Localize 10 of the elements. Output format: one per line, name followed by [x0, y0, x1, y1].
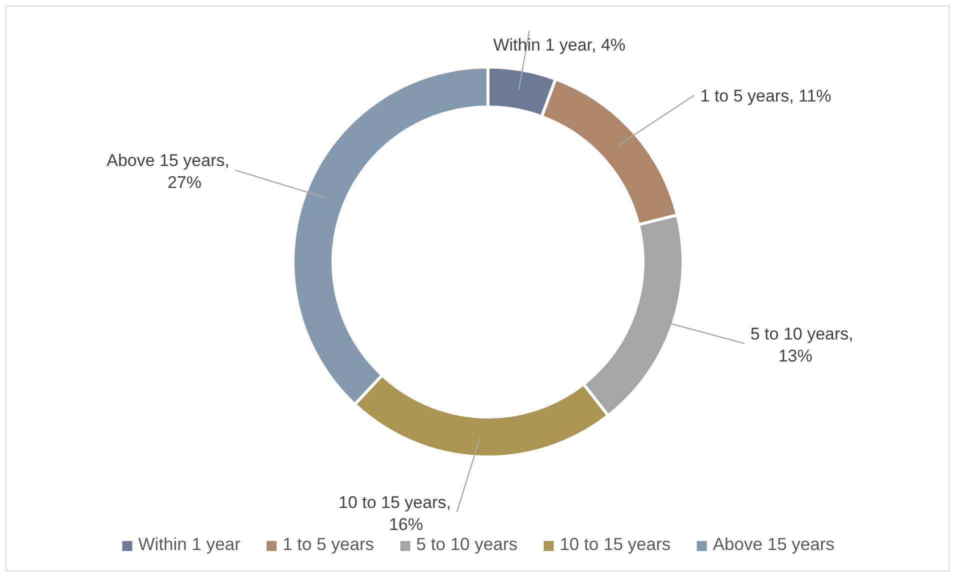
- data-label: 1 to 5 years, 11%: [700, 86, 832, 106]
- data-label: Within 1 year, 4%: [493, 36, 626, 55]
- legend-label: Within 1 year: [138, 534, 241, 554]
- legend-label: 1 to 5 years: [282, 534, 374, 554]
- data-label: 10 to 15 years, 16%: [338, 492, 451, 534]
- legend-label: Above 15 years: [712, 534, 835, 554]
- data-label: 5 to 10 years, 13%: [750, 324, 854, 366]
- legend-label: 10 to 15 years: [560, 534, 671, 554]
- data-label: Above 15 years, 27%: [106, 151, 230, 192]
- legend-label: 5 to 10 years: [416, 534, 518, 554]
